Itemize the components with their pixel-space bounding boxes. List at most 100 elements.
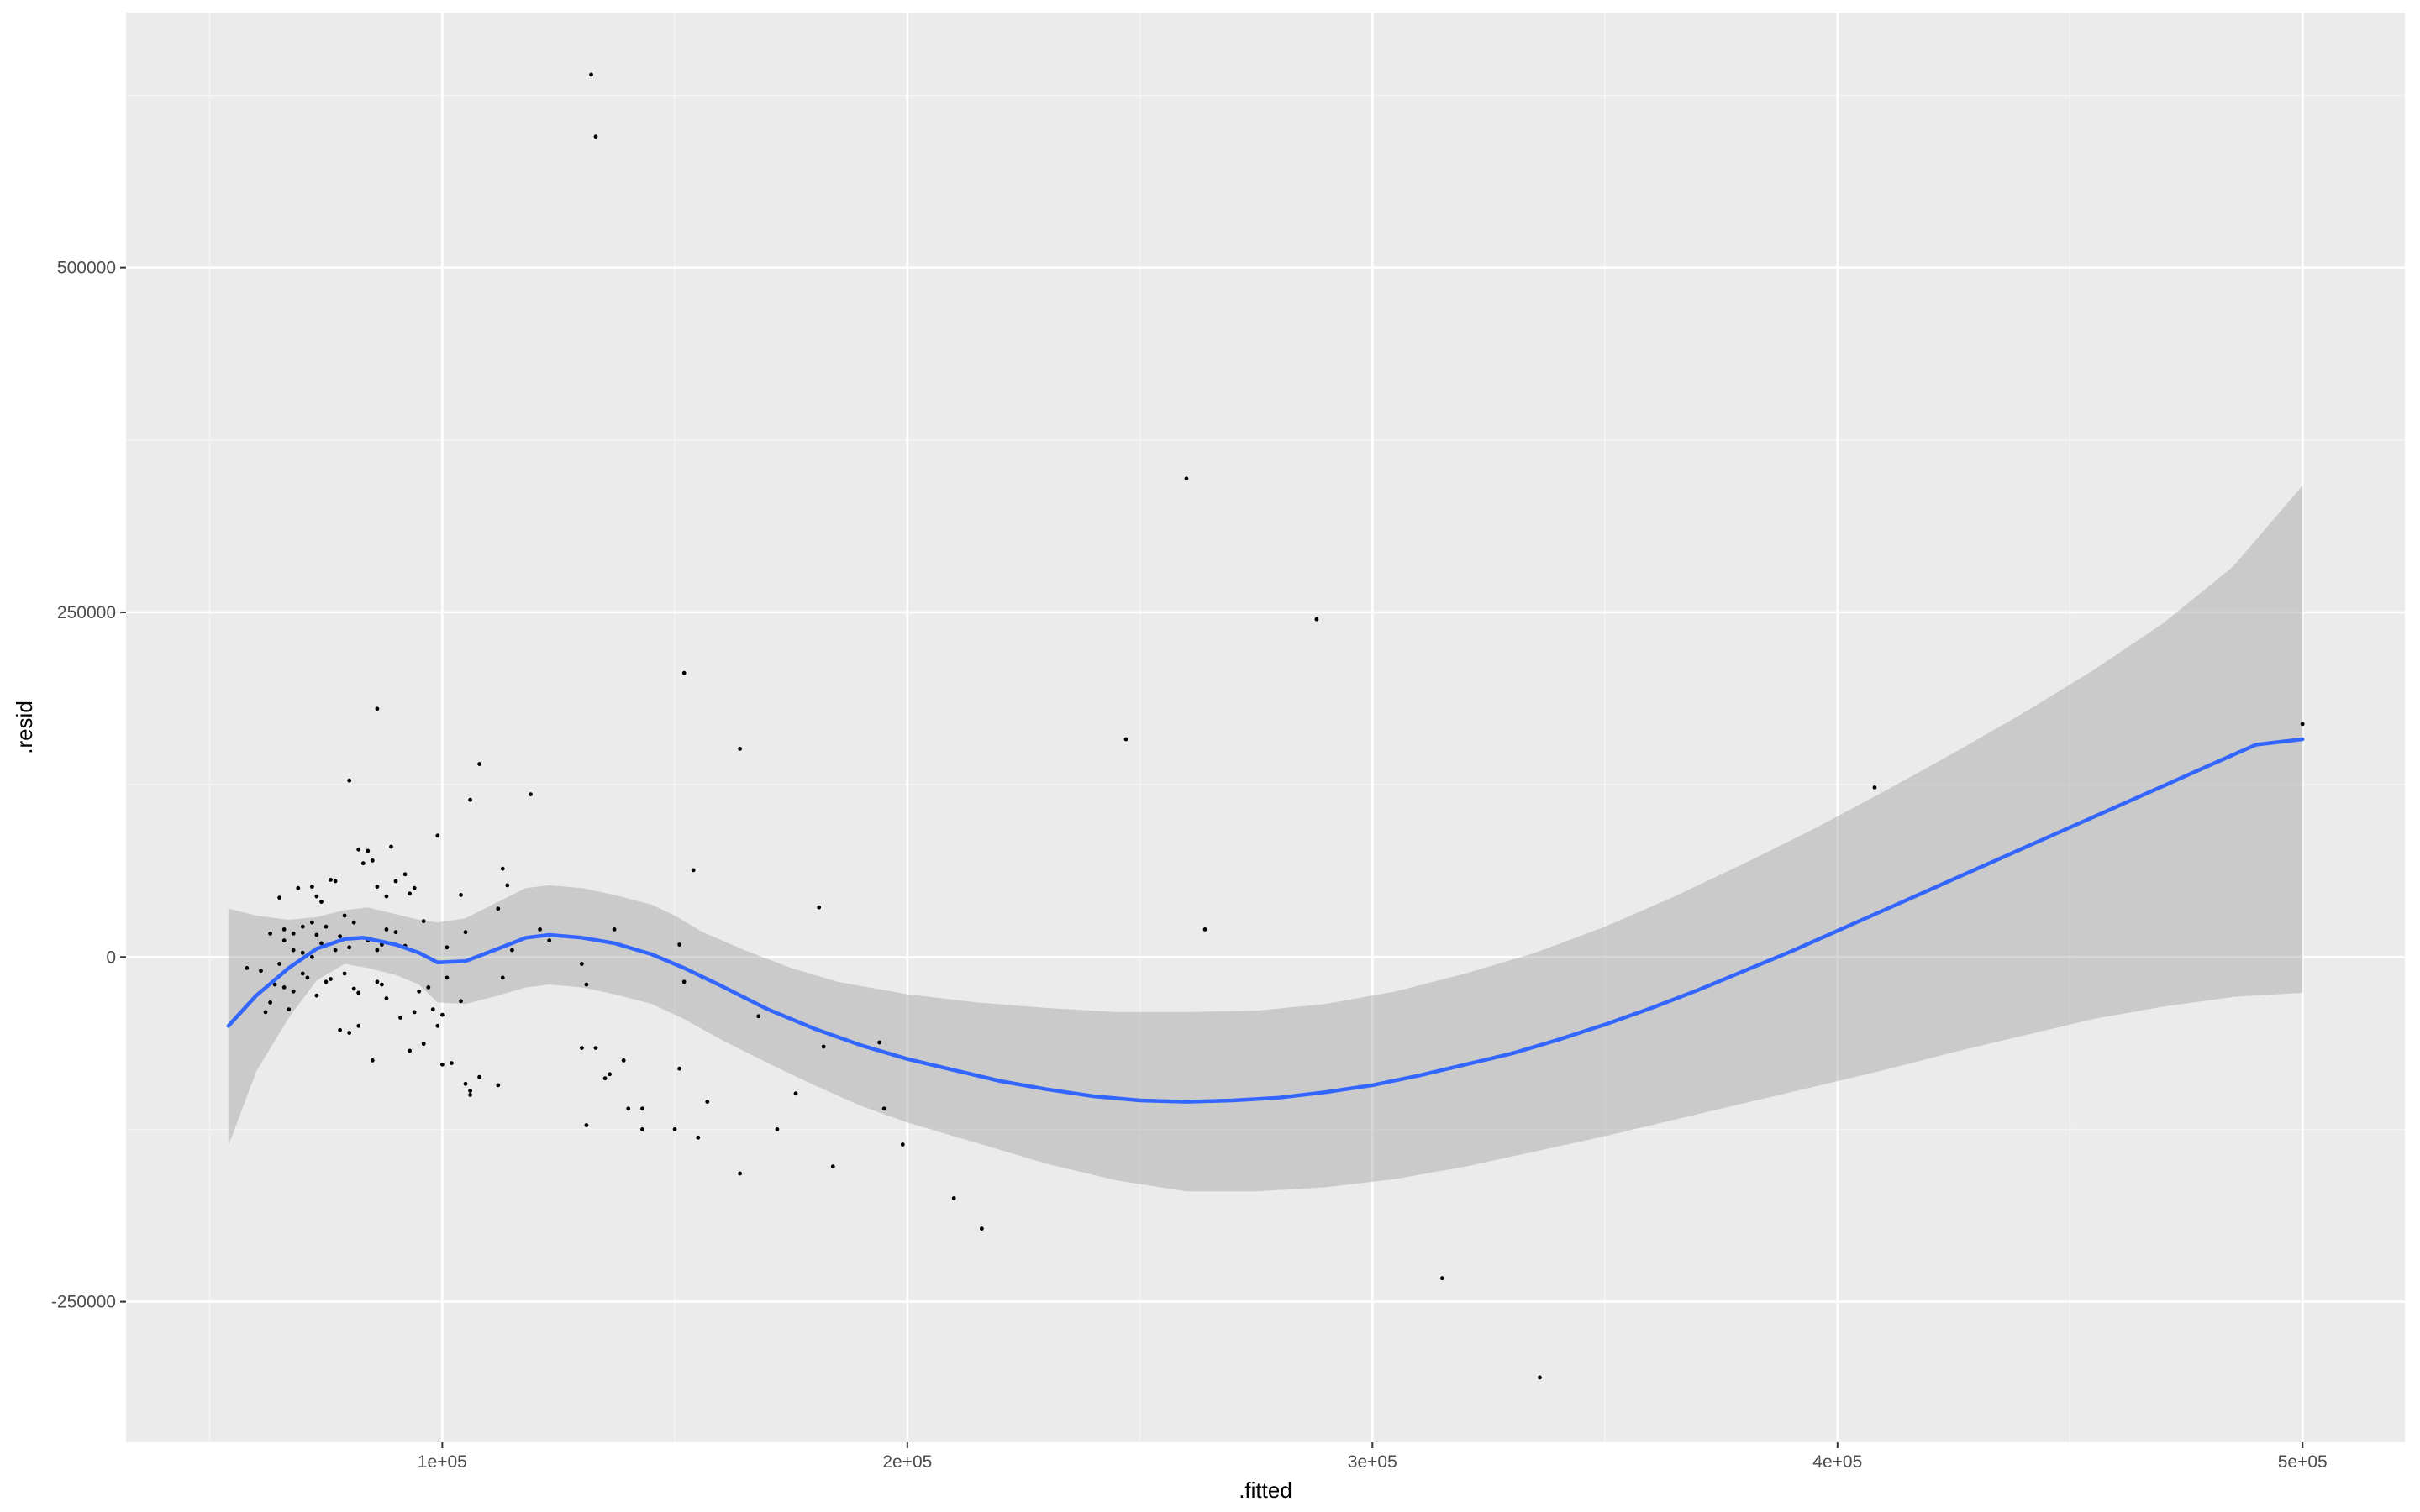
data-point xyxy=(435,1023,440,1028)
data-point xyxy=(538,927,542,932)
data-point xyxy=(380,982,384,987)
data-point xyxy=(440,1062,445,1067)
data-point xyxy=(333,948,338,953)
data-point xyxy=(281,985,287,990)
data-point xyxy=(384,996,389,1000)
data-point xyxy=(375,706,380,711)
data-point xyxy=(738,747,742,751)
data-point xyxy=(347,945,352,950)
data-point xyxy=(951,1196,956,1200)
data-point xyxy=(305,975,310,980)
data-point xyxy=(268,1000,272,1005)
data-point xyxy=(277,962,281,966)
data-point xyxy=(272,982,277,987)
x-tick-label: 4e+05 xyxy=(1812,1452,1862,1472)
data-point xyxy=(445,945,450,950)
data-point xyxy=(300,950,305,955)
data-point xyxy=(263,1010,268,1015)
data-point xyxy=(1872,785,1877,790)
data-point xyxy=(324,979,329,984)
data-point xyxy=(384,894,389,899)
data-point xyxy=(287,1007,292,1011)
data-point xyxy=(602,1076,608,1081)
data-point xyxy=(775,1127,780,1131)
data-point xyxy=(324,924,329,929)
data-point xyxy=(319,900,324,904)
confidence-band-layer xyxy=(228,486,2303,1192)
data-point xyxy=(291,989,296,994)
data-point xyxy=(980,1226,984,1231)
y-tick-label: 500000 xyxy=(57,259,116,278)
data-point xyxy=(356,990,361,995)
data-point xyxy=(398,1016,402,1020)
data-point xyxy=(1123,737,1128,742)
data-point xyxy=(333,879,338,884)
smooth-line xyxy=(226,737,2305,1104)
data-point xyxy=(621,1058,626,1063)
data-point xyxy=(580,962,584,966)
data-point xyxy=(640,1127,644,1131)
data-point xyxy=(705,1100,710,1104)
data-point xyxy=(417,989,422,994)
data-point xyxy=(351,920,356,925)
x-tick-label: 2e+05 xyxy=(882,1452,932,1472)
x-axis-ticks: 1e+05 2e+05 3e+05 4e+05 5e+05 xyxy=(418,1442,2328,1472)
data-point xyxy=(510,948,514,953)
data-point xyxy=(445,975,450,980)
confidence-band xyxy=(228,486,2303,1192)
data-point xyxy=(756,1014,761,1019)
data-point xyxy=(584,1123,589,1127)
data-point xyxy=(468,797,472,802)
data-point xyxy=(296,885,301,890)
data-point xyxy=(817,905,822,910)
smooth-line-layer xyxy=(226,737,2305,1104)
data-point xyxy=(881,1106,886,1111)
data-point xyxy=(342,971,347,976)
data-point xyxy=(612,927,617,932)
data-point xyxy=(738,1171,742,1176)
data-point xyxy=(681,670,687,675)
data-point xyxy=(496,1083,501,1088)
data-point xyxy=(430,1007,435,1011)
data-point xyxy=(830,1164,835,1169)
data-point xyxy=(291,932,296,936)
y-tick-label: 0 xyxy=(106,948,116,967)
data-point xyxy=(500,866,505,871)
data-point xyxy=(360,861,366,866)
data-point xyxy=(505,883,510,888)
y-axis-title: .resid xyxy=(12,701,37,754)
data-point xyxy=(314,894,319,899)
data-point xyxy=(329,878,333,882)
x-tick-label: 1e+05 xyxy=(418,1452,467,1472)
data-point xyxy=(281,938,287,942)
data-point xyxy=(393,879,398,884)
data-point xyxy=(691,868,696,873)
data-point xyxy=(351,986,356,991)
data-point xyxy=(268,932,272,936)
data-point xyxy=(300,924,305,929)
data-point xyxy=(608,1072,612,1077)
x-axis-title: .fitted xyxy=(1239,1478,1292,1503)
data-point xyxy=(281,927,287,932)
data-point xyxy=(342,913,347,918)
x-tick-label: 5e+05 xyxy=(2278,1452,2328,1472)
data-point xyxy=(529,792,533,796)
data-point xyxy=(412,1010,417,1015)
data-point xyxy=(291,948,296,953)
data-point xyxy=(259,969,263,974)
data-point xyxy=(408,891,412,896)
data-point xyxy=(310,885,314,889)
data-point xyxy=(393,930,398,935)
data-point xyxy=(677,1066,681,1071)
data-point xyxy=(547,938,552,942)
data-point xyxy=(626,1106,631,1111)
data-point xyxy=(370,1058,375,1063)
y-tick-label: -250000 xyxy=(51,1293,116,1312)
data-point xyxy=(300,971,305,976)
y-axis-ticks: -250000 0 250000 500000 xyxy=(51,259,126,1312)
data-point xyxy=(277,895,281,900)
data-point xyxy=(584,982,589,987)
data-point xyxy=(463,1081,468,1086)
data-point xyxy=(356,847,361,852)
data-point xyxy=(1314,617,1319,622)
